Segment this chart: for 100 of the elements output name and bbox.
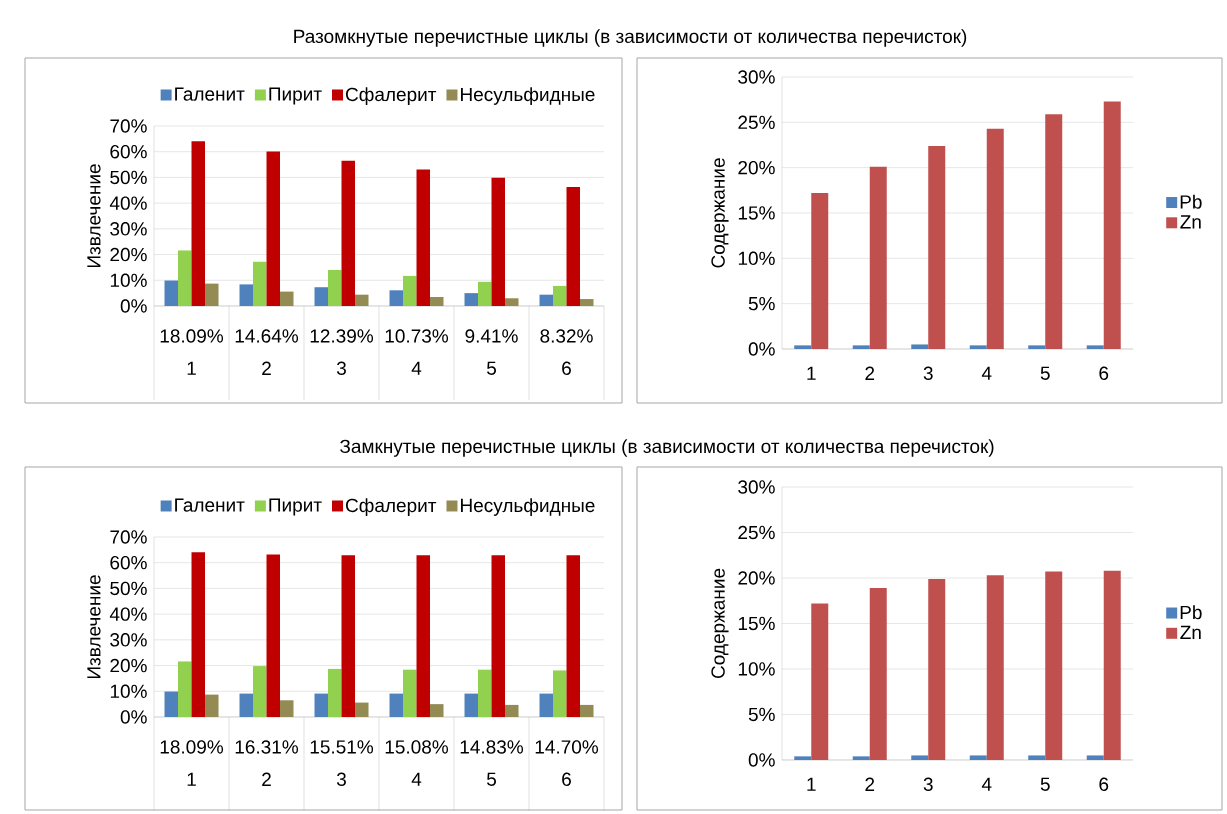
text: 12.39% [310, 329, 374, 343]
y-tick-label: 60% [110, 555, 147, 570]
y-tick-label: 30% [738, 480, 775, 494]
bar [869, 588, 887, 760]
y-tick-label: 30% [110, 222, 147, 236]
x-tick-label: 1 [807, 777, 816, 791]
y-tick-label: 15% [738, 206, 775, 220]
bar [505, 298, 519, 306]
bar [403, 275, 417, 306]
y-axis-title: Извлечение [87, 575, 101, 679]
text: 14.70% [535, 740, 599, 754]
bar [403, 669, 417, 717]
bar [911, 344, 929, 349]
legend-label: Галенит [175, 498, 245, 512]
legend-label: Сфалерит [345, 498, 437, 516]
y-axis-title: Содержание [711, 158, 729, 268]
bar [178, 250, 192, 306]
legend-label: Пирит [269, 87, 322, 105]
y-tick-label: 10% [110, 273, 147, 287]
bar [811, 193, 829, 349]
y-tick-label: 10% [738, 251, 775, 266]
bar [969, 755, 987, 760]
y-tick-label: 25% [738, 525, 775, 540]
legend-label: Галенит [175, 87, 245, 101]
y-tick-label: 5% [748, 296, 775, 311]
y-tick-label: 50% [110, 170, 147, 185]
x-tick-label: 1 [187, 361, 196, 375]
x-tick-label: 1 [807, 366, 816, 380]
bar [869, 166, 887, 349]
y-tick-label: 20% [110, 247, 147, 262]
bar [253, 261, 267, 306]
bar [580, 704, 594, 717]
bar [164, 280, 179, 306]
bar [478, 669, 492, 717]
bar [553, 285, 567, 306]
y-tick-label: 30% [110, 633, 147, 647]
bar [355, 702, 369, 717]
text: Замкнутые перечистные циклы (в зависимости от количества перечисток) [340, 439, 994, 457]
bar [464, 293, 479, 306]
bar [328, 269, 342, 306]
legend-label: Pb [1180, 605, 1202, 620]
bar [280, 291, 294, 306]
y-tick-label: 20% [110, 658, 147, 673]
y-tick-label: 60% [110, 144, 147, 159]
x-tick-label: 3 [336, 772, 346, 786]
y-tick-label: 20% [738, 160, 775, 175]
y-tick-label: 0% [748, 753, 775, 767]
bar [928, 145, 946, 349]
x-tick-label: 6 [562, 772, 571, 786]
bar [253, 666, 267, 717]
text: 14.83% [460, 740, 524, 754]
y-tick-label: 15% [738, 616, 775, 631]
x-tick-label: 2 [865, 777, 875, 791]
bar [911, 755, 929, 760]
y-tick-label: 30% [738, 70, 775, 84]
x-tick-label: 2 [865, 366, 875, 380]
legend-label: Несульфидные [461, 87, 595, 105]
y-tick-label: 20% [738, 571, 775, 585]
bar [566, 555, 581, 717]
x-tick-label: 6 [562, 361, 571, 375]
bar [580, 299, 594, 306]
bar [389, 290, 404, 306]
y-tick-label: 0% [120, 299, 147, 313]
bar [1086, 755, 1104, 760]
text: 14.64% [235, 329, 299, 343]
bar [328, 668, 342, 717]
x-tick-label: 1 [187, 772, 196, 786]
y-tick-label: 70% [110, 530, 147, 544]
y-tick-label: 50% [110, 581, 147, 596]
x-tick-label: 4 [411, 772, 422, 786]
y-axis-title: Содержание [711, 568, 729, 679]
bar [1103, 101, 1121, 349]
text: 18.09% [160, 329, 224, 343]
bar [986, 128, 1004, 349]
chart-title: Разомкнутые перечистные циклы (в зависимости от количества перечисток) [294, 29, 967, 47]
bar [811, 603, 829, 760]
bar [191, 141, 206, 306]
legend-label: Пирит [269, 498, 322, 516]
bar [164, 691, 179, 717]
bar [1045, 571, 1063, 760]
text: 18.09% [160, 740, 224, 754]
bar [1028, 755, 1046, 760]
x-tick-label: 3 [923, 777, 933, 791]
y-tick-label: 40% [109, 196, 147, 210]
bar [1028, 345, 1046, 349]
bar [969, 345, 987, 349]
x-tick-label: 6 [1099, 366, 1109, 380]
bar [478, 281, 492, 306]
bar [178, 661, 192, 717]
x-tick-label: 2 [262, 772, 271, 786]
bar [491, 555, 506, 717]
text: 15.51% [310, 740, 374, 754]
bar [566, 186, 581, 306]
bar [986, 575, 1004, 760]
bar [341, 160, 356, 306]
bar [416, 169, 431, 306]
bar [1086, 345, 1104, 349]
y-tick-label: 0% [748, 342, 775, 356]
bar [553, 670, 567, 717]
bar [314, 287, 329, 306]
